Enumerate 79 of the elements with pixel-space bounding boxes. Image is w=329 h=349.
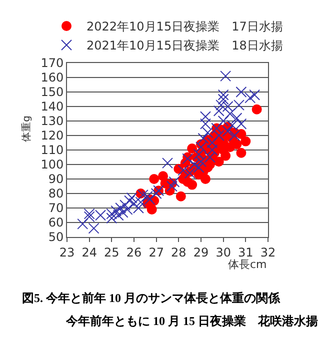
point	[220, 70, 232, 82]
caption: 図5. 今年と前年 10 月のサンマ体長と体重の関係	[22, 291, 281, 305]
point	[187, 180, 198, 190]
point	[249, 89, 260, 100]
x-tick-label: 24	[82, 245, 97, 260]
point	[176, 191, 186, 202]
point	[106, 212, 118, 224]
point	[214, 156, 224, 167]
point	[193, 162, 204, 173]
x-tick-label: 26	[126, 245, 142, 260]
y-tick-label: 50	[48, 230, 64, 244]
point	[193, 148, 204, 160]
point	[196, 142, 206, 153]
point	[88, 222, 100, 234]
y-tick-label: 150	[40, 85, 64, 100]
point	[196, 156, 206, 168]
point	[229, 130, 240, 141]
point	[252, 104, 262, 114]
y-axis-title: 体重g	[20, 116, 33, 142]
point	[178, 164, 189, 176]
point	[244, 92, 256, 104]
point	[200, 111, 211, 122]
point	[77, 218, 88, 230]
y-tick-label: 70	[48, 201, 64, 216]
point	[188, 159, 200, 170]
point	[146, 204, 157, 214]
point	[218, 89, 229, 100]
point	[213, 130, 224, 141]
legend-label: 2021年10月15日夜操業 18日水揚	[86, 38, 283, 53]
y-tick-label: 90	[48, 172, 64, 186]
point	[200, 174, 210, 184]
y-tick-label: 170	[40, 56, 64, 70]
point	[236, 86, 247, 98]
x-tick-label: 32	[260, 245, 276, 260]
y-tick-label: 160	[40, 70, 64, 85]
point	[218, 116, 229, 126]
point	[200, 118, 211, 130]
x-tick-label: 29	[193, 245, 209, 260]
point	[137, 189, 148, 200]
point	[126, 192, 138, 204]
y-tick-label: 80	[48, 186, 64, 201]
point	[232, 139, 242, 150]
x-tick-label: 23	[59, 245, 75, 260]
x-axis-title: 体長cm	[228, 258, 267, 271]
point	[206, 144, 218, 156]
point	[142, 190, 153, 202]
x-tick-label: 27	[148, 245, 164, 260]
y-tick-label: 110	[40, 143, 64, 158]
point	[216, 100, 227, 111]
point	[187, 144, 198, 154]
point	[213, 105, 224, 116]
point	[240, 136, 251, 146]
point	[168, 176, 180, 188]
point	[231, 112, 242, 124]
point	[115, 202, 126, 214]
x-tick-label: 28	[171, 245, 186, 260]
y-tick-label: 120	[40, 128, 64, 143]
point	[150, 188, 162, 199]
point	[236, 148, 246, 158]
point	[204, 152, 216, 163]
point	[218, 94, 229, 105]
y-tick-label: 140	[40, 100, 64, 114]
y-tick-label: 130	[40, 114, 64, 128]
x-tick-label: 30	[216, 245, 231, 260]
point	[162, 158, 173, 169]
text: 今年前年ともに 10 月 15 日夜操業 花咲港水揚	[65, 314, 318, 328]
point	[166, 180, 178, 192]
point	[224, 108, 236, 120]
point	[220, 150, 231, 161]
point	[149, 174, 160, 184]
legend-label: 2022年10月15日夜操業 17日水揚	[86, 20, 283, 34]
y-tick-label: 60	[48, 216, 64, 230]
x-tick-label: 25	[104, 245, 120, 260]
point	[222, 126, 234, 137]
y-tick-label: 100	[40, 158, 64, 172]
point	[198, 132, 209, 144]
point	[202, 127, 214, 138]
point	[112, 210, 124, 221]
x-tick-label: 31	[238, 245, 254, 260]
